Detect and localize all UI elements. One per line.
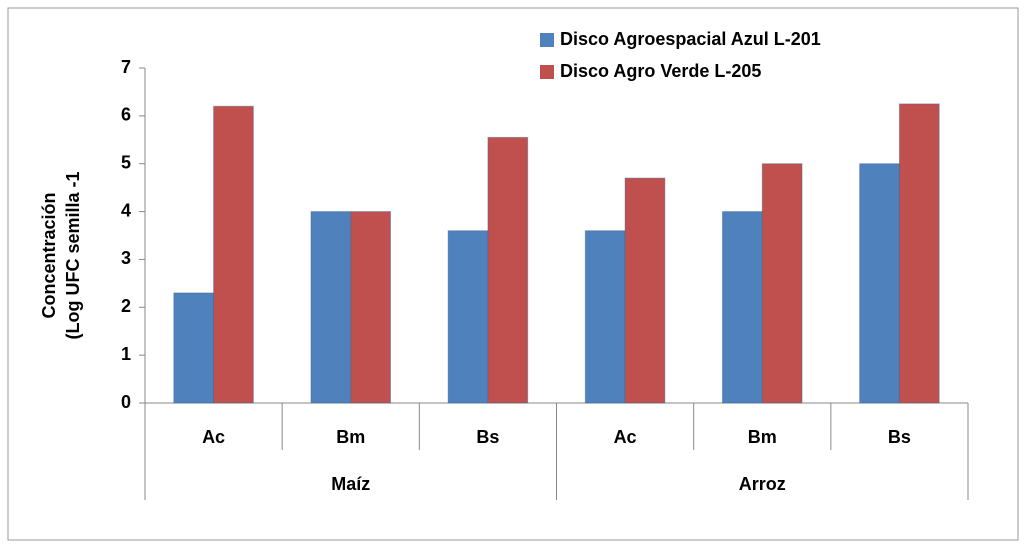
bar <box>721 211 763 404</box>
bar <box>310 211 352 404</box>
group-label: Arroz <box>739 474 786 494</box>
y-tick-label: 7 <box>121 57 131 77</box>
y-tick-label: 2 <box>121 296 131 316</box>
x-tick-label: Bm <box>336 427 365 447</box>
y-tick-label: 6 <box>121 105 131 125</box>
legend-label: Disco Agroespacial Azul L-201 <box>560 29 821 49</box>
y-axis-label: Concentración <box>39 192 59 318</box>
y-tick-label: 4 <box>121 200 131 220</box>
bar <box>173 292 215 404</box>
bar <box>898 103 940 404</box>
x-tick-label: Ac <box>202 427 225 447</box>
bar <box>859 163 900 404</box>
bar <box>213 105 254 404</box>
bar <box>447 230 489 404</box>
group-label: Maíz <box>331 474 370 494</box>
bar <box>624 177 666 404</box>
y-axis-label: (Log UFC semilla -1 <box>63 171 83 339</box>
y-tick-label: 3 <box>121 248 131 268</box>
legend-swatch <box>540 33 554 47</box>
bar <box>584 230 626 404</box>
legend-swatch <box>540 65 554 79</box>
x-tick-label: Bs <box>476 427 499 447</box>
x-tick-label: Bm <box>748 427 777 447</box>
bar <box>487 136 529 404</box>
bar <box>350 211 392 404</box>
legend-label: Disco Agro Verde L-205 <box>560 61 761 81</box>
x-tick-label: Ac <box>614 427 637 447</box>
bar <box>761 163 803 404</box>
y-tick-label: 5 <box>121 152 131 172</box>
y-tick-label: 0 <box>121 392 131 412</box>
y-tick-label: 1 <box>121 344 131 364</box>
x-tick-label: Bs <box>888 427 911 447</box>
